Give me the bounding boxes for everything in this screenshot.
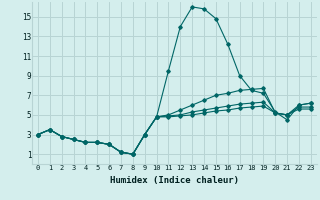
X-axis label: Humidex (Indice chaleur): Humidex (Indice chaleur) [110, 176, 239, 185]
